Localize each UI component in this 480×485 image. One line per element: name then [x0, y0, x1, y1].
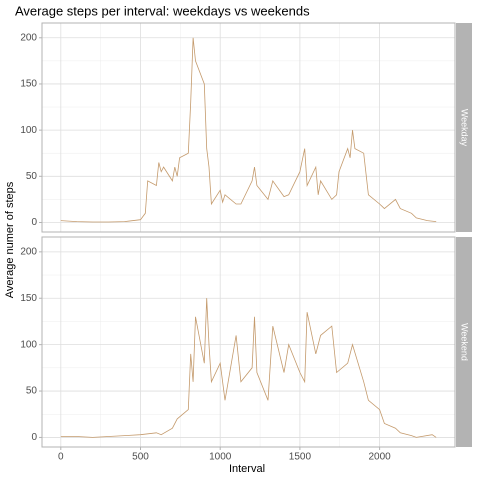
y-tick-label: 200	[20, 32, 37, 43]
y-tick-label: 0	[31, 432, 37, 443]
x-tick-label: 0	[58, 452, 64, 463]
x-tick-label: 1500	[289, 452, 312, 463]
y-tick-label: 50	[26, 171, 38, 182]
panel-border	[41, 236, 456, 448]
panel	[42, 237, 455, 447]
series-line	[60, 37, 437, 223]
facet-strip	[456, 23, 472, 232]
x-axis-label: Interval	[229, 463, 265, 475]
y-tick-label: 50	[26, 386, 38, 397]
y-tick-label: 200	[20, 246, 37, 257]
panel-border	[41, 22, 456, 233]
x-tick-label: 500	[132, 452, 149, 463]
chart-title: Average steps per interval: weekdays vs …	[15, 3, 310, 18]
facet-label: Weekday	[460, 109, 470, 147]
panel	[42, 23, 455, 232]
y-tick-label: 150	[20, 79, 37, 90]
y-axis-label: Average numer of steps	[4, 181, 16, 298]
y-tick-label: 100	[20, 125, 37, 136]
y-tick-label: 150	[20, 293, 37, 304]
facet-strip	[456, 237, 472, 447]
x-tick-label: 1000	[209, 452, 232, 463]
series-line	[60, 298, 437, 438]
facet-label: Weekend	[460, 323, 470, 361]
x-tick-label: 2000	[368, 452, 391, 463]
y-tick-label: 0	[31, 217, 37, 228]
y-tick-label: 100	[20, 339, 37, 350]
